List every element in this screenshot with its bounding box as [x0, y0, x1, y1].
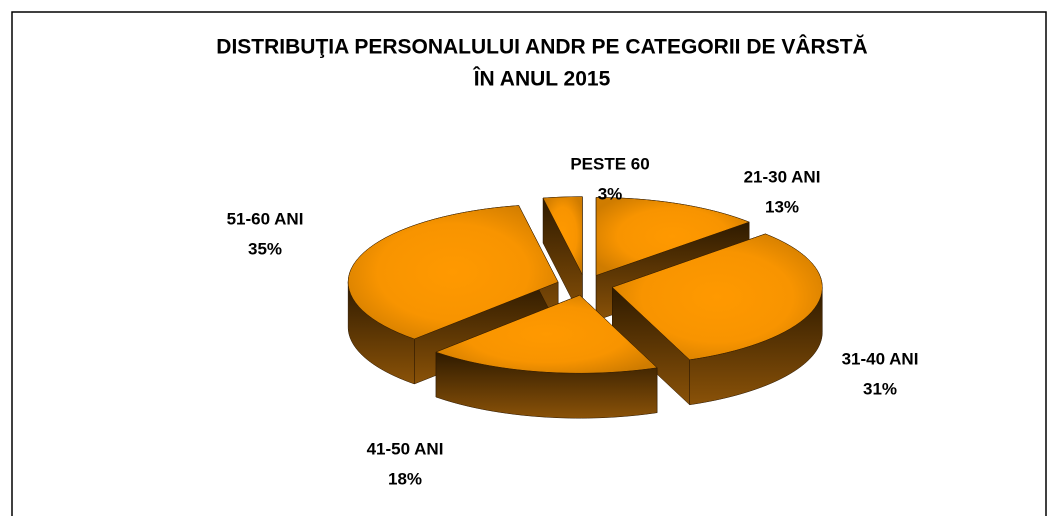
chart-title: ÎN ANUL 2015	[473, 67, 611, 91]
data-label: 31%	[863, 379, 897, 398]
data-label: 13%	[765, 197, 799, 216]
data-label: 51-60 ANI	[227, 209, 304, 228]
data-label: 31-40 ANI	[842, 349, 919, 368]
data-label: 3%	[598, 184, 623, 203]
slice-shade	[542, 196, 583, 275]
slice	[542, 196, 583, 320]
data-label: PESTE 60	[570, 154, 649, 173]
data-label: 35%	[248, 239, 282, 258]
chart-title: DISTRIBUŢIA PERSONALULUI ANDR PE CATEGOR…	[216, 35, 867, 59]
data-label: 18%	[388, 469, 422, 488]
slice-shade	[595, 197, 750, 276]
data-label: 41-50 ANI	[367, 439, 444, 458]
slice	[611, 233, 823, 406]
slice-shade	[435, 294, 658, 374]
slice-shade	[611, 233, 823, 361]
slice	[435, 294, 658, 419]
slice-shade	[347, 205, 559, 340]
data-label: 21-30 ANI	[744, 167, 821, 186]
